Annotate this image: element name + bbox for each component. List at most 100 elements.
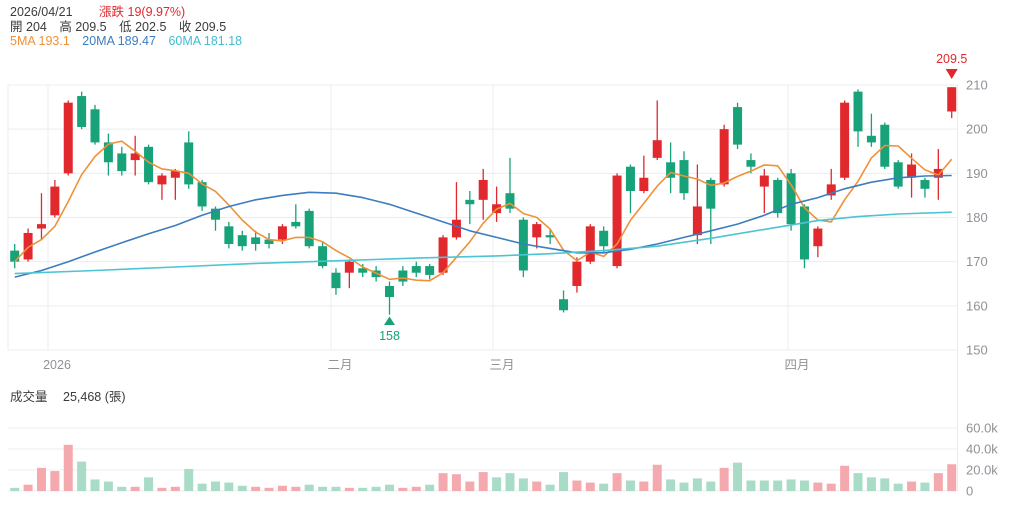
volume-bar — [23, 484, 33, 491]
last-price-marker: 209.5 — [936, 52, 967, 79]
volume-tick-label: 40.0k — [966, 442, 998, 457]
low-marker-label: 158 — [379, 329, 400, 343]
low-label: 低 — [119, 19, 132, 34]
candle-body — [719, 129, 729, 185]
candles — [10, 87, 957, 315]
candle-body — [692, 206, 702, 236]
volume-bar — [130, 486, 140, 491]
volume-bar — [866, 477, 876, 491]
volume-bar — [572, 480, 582, 491]
volume-bar — [90, 479, 100, 491]
x-axis-label: 二月 — [327, 358, 352, 372]
candle-body — [907, 164, 917, 178]
volume-header: 成交量 25,468 (張) — [10, 386, 126, 405]
volume-bar — [264, 487, 274, 491]
volume-tick-label: 0 — [966, 484, 973, 499]
volume-bar — [786, 479, 796, 491]
volume-bar — [933, 473, 943, 491]
candle-body — [277, 226, 287, 240]
volume-bar — [773, 480, 783, 491]
x-axis-label: 2026 — [43, 358, 71, 372]
candle-body — [331, 272, 341, 289]
candle-body — [358, 268, 368, 273]
price-tick-label: 210 — [966, 78, 988, 93]
candle-body — [10, 250, 20, 262]
volume-bar — [826, 483, 836, 491]
candle-body — [799, 206, 809, 260]
volume-bar — [719, 467, 729, 491]
high-value: 209.5 — [75, 19, 107, 34]
candle-body — [933, 168, 943, 178]
volume-bar — [639, 481, 649, 491]
volume-bar — [277, 485, 287, 491]
low-marker-arrow-icon — [384, 316, 396, 325]
volume-bar — [840, 465, 850, 491]
volume-bar — [585, 482, 595, 491]
candle-body — [117, 153, 127, 172]
volume-bar — [706, 481, 716, 491]
volume-bar — [625, 480, 635, 491]
volume-bar — [451, 474, 461, 491]
volume-bar — [10, 487, 20, 491]
ohlc-header: 2026/04/21 漲跌 19(9.97%) 開 204 高 209.5 低 … — [10, 5, 242, 49]
price-tick-label: 170 — [966, 254, 988, 269]
volume-bar — [425, 484, 435, 491]
ma60-label: 60MA — [168, 34, 201, 48]
ma5-label: 5MA — [10, 34, 36, 48]
volume-bar — [103, 481, 113, 491]
volume-bar — [184, 468, 194, 491]
candle-body — [77, 96, 87, 127]
candle-body — [144, 146, 154, 183]
candle-body — [103, 142, 113, 163]
candle-body — [505, 193, 515, 209]
x-axis-labels: 2026 二月 三月 四月 — [43, 358, 809, 372]
volume-bar — [304, 484, 314, 491]
volume-bar — [559, 472, 569, 491]
candle-body — [518, 219, 528, 271]
volume-bar — [50, 471, 60, 491]
candle-body — [813, 228, 823, 247]
volume-bar — [746, 480, 756, 491]
volume-bar — [813, 482, 823, 491]
x-axis-label: 四月 — [784, 358, 809, 372]
volume-bar — [478, 472, 488, 491]
volume-bar — [920, 482, 930, 491]
volume-unit: (張) — [104, 390, 126, 404]
volume-bar — [63, 444, 73, 491]
volume-bar — [144, 477, 154, 491]
volume-bar — [117, 486, 127, 491]
candle-body — [706, 179, 716, 209]
candle-body — [666, 162, 676, 178]
close-value: 209.5 — [194, 19, 227, 34]
volume-bar — [666, 479, 676, 491]
candle-body — [612, 175, 622, 267]
close-label: 收 — [178, 19, 192, 34]
volume-bar — [224, 482, 234, 491]
volume-bar — [398, 487, 408, 491]
candle-body — [733, 107, 743, 145]
volume-bar — [893, 483, 903, 491]
candle-body — [840, 102, 850, 178]
candle-body — [759, 175, 769, 187]
volume-bar — [438, 473, 448, 491]
ma20-label: 20MA — [82, 34, 115, 48]
candle-body — [157, 175, 167, 185]
volume-bar — [505, 473, 515, 491]
ma5-line — [14, 140, 953, 282]
candle-body — [465, 199, 475, 205]
volume-label: 成交量 — [10, 390, 48, 404]
volume-bar — [733, 462, 743, 491]
volume-bars — [10, 444, 957, 491]
high-label: 高 — [59, 19, 72, 34]
candle-body — [652, 140, 662, 158]
ma5-value: 193.1 — [38, 34, 70, 48]
candle-body — [130, 153, 140, 161]
price-tick-label: 200 — [966, 122, 988, 137]
volume-bar — [853, 473, 863, 491]
candle-body — [599, 230, 609, 247]
price-tick-label: 160 — [966, 298, 988, 313]
last-price-label: 209.5 — [936, 52, 967, 66]
open-label: 開 — [10, 19, 23, 34]
candle-body — [63, 102, 73, 174]
